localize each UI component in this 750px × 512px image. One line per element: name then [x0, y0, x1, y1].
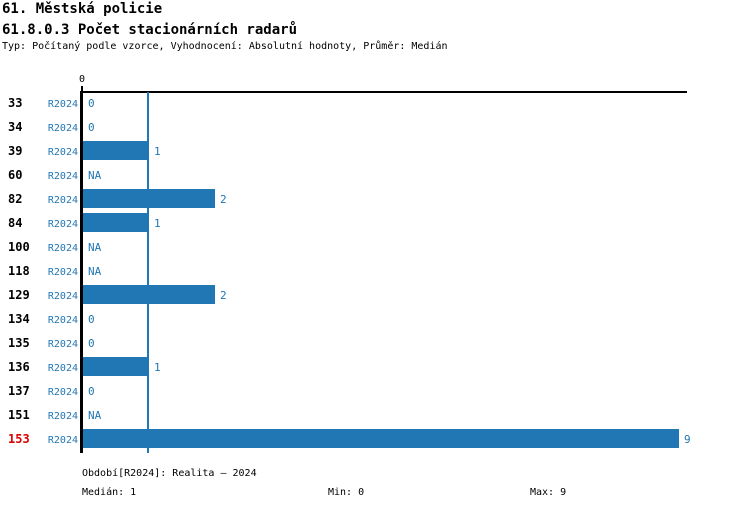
footer-min-stat: Min: 0 — [328, 487, 365, 498]
chart-row: 60 R2024 NA — [0, 165, 750, 189]
value-label: NA — [88, 409, 102, 422]
row-period-label: R2024 — [47, 195, 78, 206]
row-id-label: 151 — [8, 408, 30, 422]
chart-row: 151 R2024 NA — [0, 405, 750, 429]
row-id-label: 100 — [8, 240, 30, 254]
value-bar — [83, 429, 679, 448]
row-id-label: 136 — [8, 360, 30, 374]
value-bar — [83, 285, 215, 304]
row-period-label: R2024 — [47, 363, 78, 374]
row-id-label: 34 — [8, 120, 23, 134]
row-period-label: R2024 — [47, 123, 78, 134]
row-id-label: 82 — [8, 192, 23, 206]
page-title: 61. Městská policie — [2, 1, 163, 17]
value-label: 2 — [220, 193, 227, 206]
row-period-label: R2024 — [47, 243, 78, 254]
value-bar — [83, 189, 215, 208]
row-period-label: R2024 — [47, 219, 78, 230]
row-period-label: R2024 — [47, 291, 78, 302]
chart-row: 84 R2024 1 — [0, 213, 750, 237]
value-label: 0 — [88, 337, 95, 350]
chart-row: 136 R2024 1 — [0, 357, 750, 381]
value-label: 1 — [154, 361, 161, 374]
row-id-label: 137 — [8, 384, 30, 398]
chart-row: 118 R2024 NA — [0, 261, 750, 285]
value-bar — [83, 357, 149, 376]
value-label: 0 — [88, 97, 95, 110]
footer-period-line: Období[R2024]: Realita – 2024 — [82, 468, 257, 479]
row-period-label: R2024 — [47, 387, 78, 398]
chart-row: 39 R2024 1 — [0, 141, 750, 165]
row-id-label: 129 — [8, 288, 30, 302]
chart-row: 134 R2024 0 — [0, 309, 750, 333]
row-id-label: 118 — [8, 264, 30, 278]
chart-row: 135 R2024 0 — [0, 333, 750, 357]
row-period-label: R2024 — [47, 147, 78, 158]
footer-median-stat: Medián: 1 — [82, 487, 137, 498]
row-period-label: R2024 — [47, 411, 78, 422]
row-period-label: R2024 — [47, 171, 78, 182]
value-bar — [83, 213, 149, 232]
value-label: 0 — [88, 385, 95, 398]
row-id-label: 153 — [8, 432, 30, 446]
chart-subtitle: 61.8.0.3 Počet stacionárních radarů — [2, 22, 298, 38]
row-id-label: 39 — [8, 144, 23, 158]
value-label: NA — [88, 265, 102, 278]
chart-meta-line: Typ: Počítaný podle vzorce, Vyhodnocení:… — [2, 41, 448, 52]
chart-row: 137 R2024 0 — [0, 381, 750, 405]
chart-row: 82 R2024 2 — [0, 189, 750, 213]
value-label: 2 — [220, 289, 227, 302]
row-period-label: R2024 — [47, 99, 78, 110]
x-axis-tick-mark — [81, 86, 83, 93]
chart-row: 100 R2024 NA — [0, 237, 750, 261]
value-label: 9 — [684, 433, 691, 446]
row-id-label: 60 — [8, 168, 23, 182]
row-period-label: R2024 — [47, 267, 78, 278]
value-label: 0 — [88, 313, 95, 326]
row-id-label: 134 — [8, 312, 30, 326]
row-period-label: R2024 — [47, 339, 78, 350]
footer-max-stat: Max: 9 — [530, 487, 567, 498]
row-id-label: 33 — [8, 96, 23, 110]
x-axis-tick-label-0: 0 — [78, 74, 86, 85]
y-axis-line — [80, 91, 83, 453]
value-label: 1 — [154, 217, 161, 230]
row-id-label: 84 — [8, 216, 23, 230]
value-label: NA — [88, 241, 102, 254]
value-label: 1 — [154, 145, 161, 158]
x-axis-line — [82, 91, 687, 93]
chart-row: 33 R2024 0 — [0, 93, 750, 117]
value-bar — [83, 141, 149, 160]
median-reference-line — [147, 92, 149, 453]
value-label: 0 — [88, 121, 95, 134]
value-label: NA — [88, 169, 102, 182]
row-id-label: 135 — [8, 336, 30, 350]
row-period-label: R2024 — [47, 315, 78, 326]
row-period-label: R2024 — [47, 435, 78, 446]
chart-row: 129 R2024 2 — [0, 285, 750, 309]
chart-row: 153 R2024 9 — [0, 429, 750, 453]
chart-row: 34 R2024 0 — [0, 117, 750, 141]
